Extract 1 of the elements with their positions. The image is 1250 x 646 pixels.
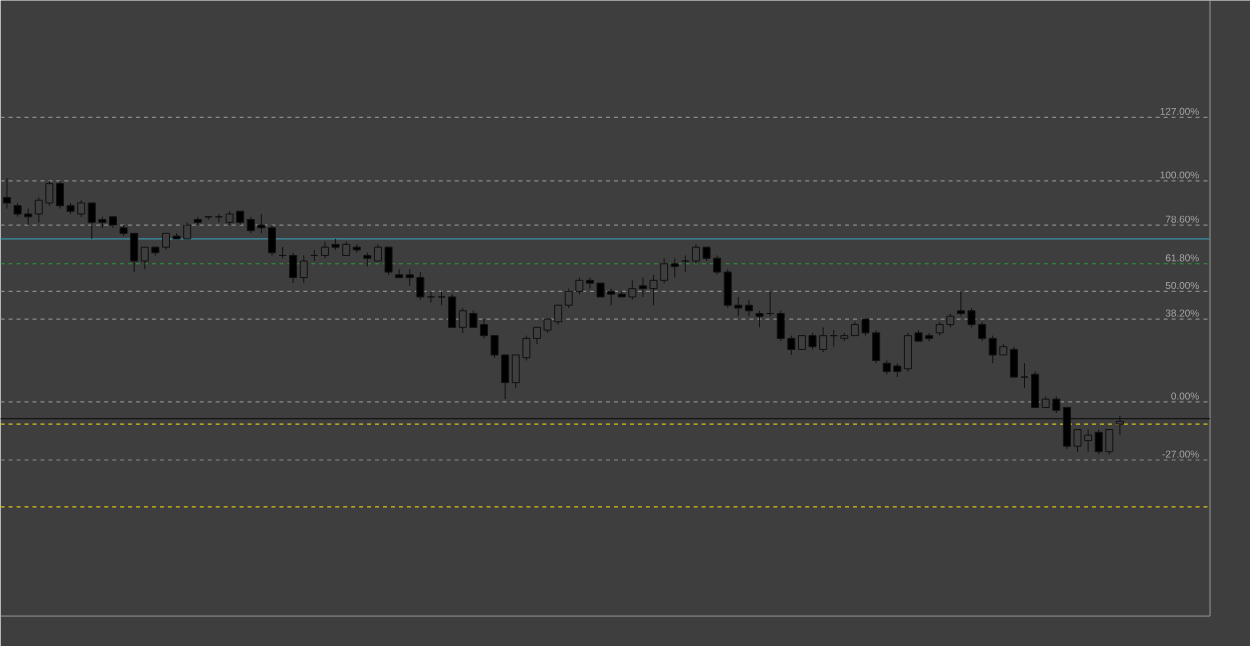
candlestick xyxy=(2,177,11,209)
